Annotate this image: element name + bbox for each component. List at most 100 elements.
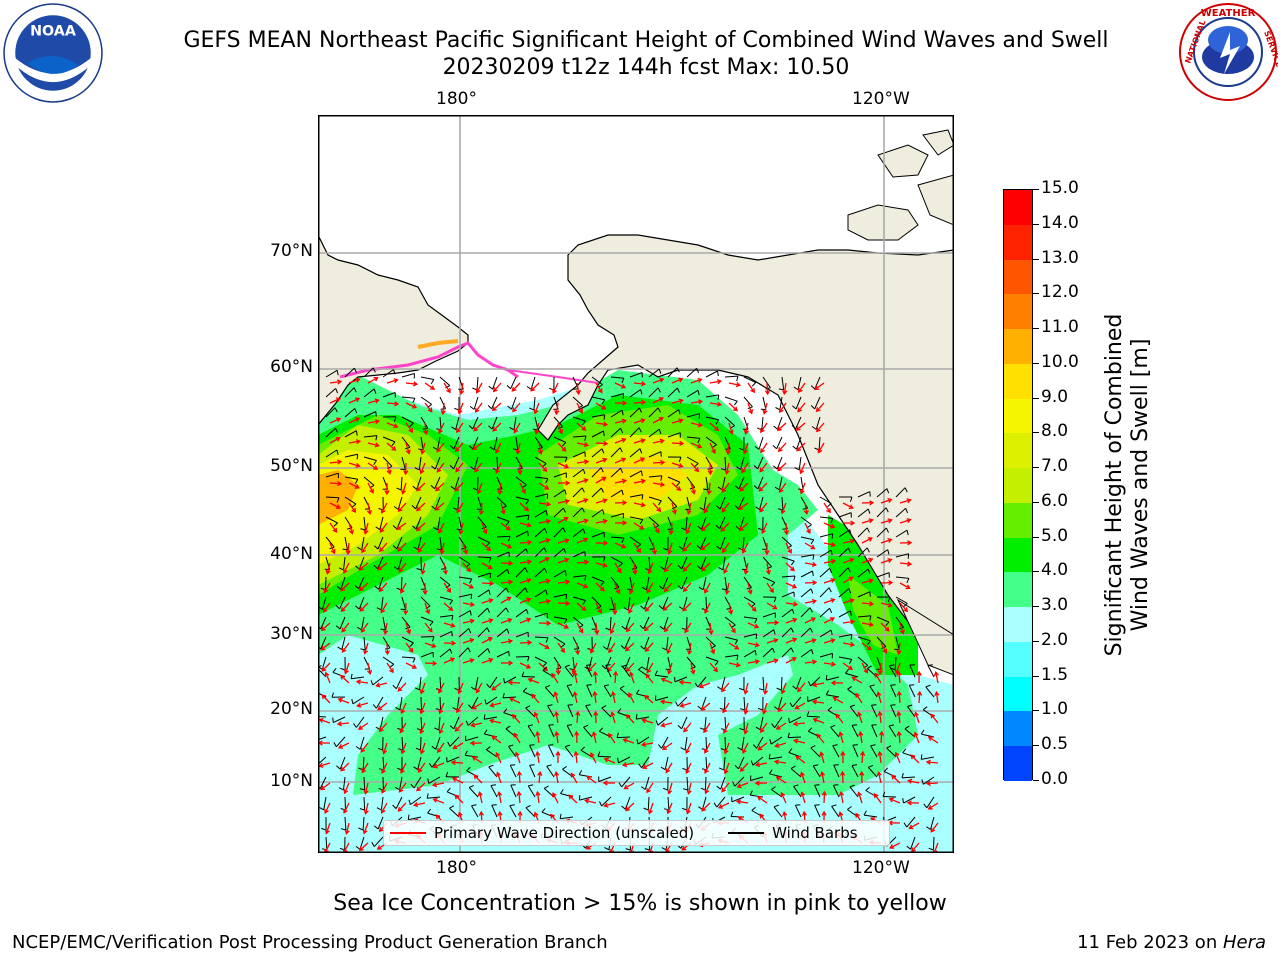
wave-direction-arrowhead (628, 671, 634, 677)
wave-direction-arrowhead (925, 759, 931, 765)
wave-direction-arrow (709, 622, 713, 634)
wind-barb (325, 496, 340, 499)
wave-direction-arrowhead (760, 428, 765, 434)
wind-barb-flag (392, 525, 398, 530)
wave-direction-arrow (861, 537, 873, 544)
wind-barb (419, 676, 422, 690)
wind-barb (806, 715, 821, 718)
wave-direction-arrow (576, 442, 588, 446)
wave-direction-arrowhead (610, 711, 616, 717)
wind-barb (648, 475, 662, 478)
wave-direction-arrow (377, 562, 388, 571)
wind-barb-flag (904, 487, 908, 493)
wave-direction-arrow (665, 762, 673, 773)
wave-direction-arrowhead (773, 759, 780, 765)
colorbar-tickmark (1033, 189, 1039, 190)
wave-direction-arrow (538, 600, 550, 604)
wave-direction-arrowhead (356, 702, 362, 708)
wave-direction-arrow (874, 673, 882, 684)
wave-direction-arrow (329, 397, 341, 404)
wind-barb-flag (791, 425, 796, 430)
wave-direction-arrow (348, 440, 361, 444)
wave-direction-arrowhead (477, 791, 483, 797)
wave-direction-arrowhead (887, 518, 893, 524)
wave-direction-arrowhead (323, 588, 329, 594)
wave-direction-arrow (462, 602, 474, 606)
wind-barb (437, 436, 441, 450)
wave-direction-arrowhead (354, 484, 361, 489)
wind-barb (344, 387, 355, 398)
lat-label-40n: 40°N (270, 544, 313, 564)
wave-direction-arrowhead (437, 748, 442, 754)
wind-barb-flag (621, 805, 626, 810)
wave-direction-arrow (758, 482, 768, 492)
wave-direction-arrowhead (830, 638, 836, 644)
wave-direction-arrowhead (811, 659, 818, 665)
wave-direction-arrowhead (855, 812, 860, 818)
wind-barb-flag (521, 671, 525, 677)
wind-barb (857, 508, 869, 518)
wave-direction-arrowhead (676, 486, 682, 492)
wind-barb (553, 436, 567, 443)
wave-direction-arrowhead (603, 802, 609, 808)
wave-direction-arrow (538, 662, 548, 671)
wind-barb-flag (602, 646, 608, 650)
wave-direction-arrow (473, 422, 483, 432)
wind-barb-flag (585, 704, 591, 707)
wave-direction-arrow (760, 422, 768, 433)
wave-direction-arrow (442, 402, 445, 414)
wind-barb-flag (336, 370, 339, 376)
wave-direction-arrowhead (887, 602, 893, 608)
wind-barb (921, 756, 935, 760)
wave-direction-arrow (930, 822, 939, 833)
wind-barb (344, 516, 353, 529)
wind-barb-flag (342, 548, 348, 551)
wave-direction-arrowhead (796, 446, 802, 452)
wind-barb-flag (430, 379, 435, 385)
wave-direction-arrowhead (405, 449, 411, 455)
wave-direction-arrowhead (873, 792, 879, 799)
wind-barb-flag (430, 485, 435, 490)
wind-barb-flag (598, 727, 604, 732)
wave-direction-arrow (380, 602, 388, 613)
wind-barb (456, 696, 460, 710)
wind-barb-flag (721, 588, 727, 591)
wave-direction-arrowhead (720, 687, 726, 693)
wind-barb-flag (376, 607, 382, 611)
wave-direction-arrowhead (574, 730, 580, 736)
wave-direction-arrowhead (583, 518, 589, 524)
wave-direction-arrowhead (609, 629, 615, 635)
wind-barb (646, 576, 650, 590)
wave-direction-arrow (329, 460, 341, 464)
wave-direction-arrowhead (496, 790, 503, 797)
wind-barb (339, 616, 346, 630)
wave-direction-arrow (857, 792, 863, 804)
wave-direction-arrow (682, 542, 692, 552)
wave-direction-arrow (519, 598, 531, 604)
wave-direction-arrowhead (457, 409, 463, 415)
wind-barb-flag (319, 806, 324, 811)
wave-direction-arrowhead (430, 385, 436, 390)
wave-direction-arrow (381, 502, 388, 514)
wave-direction-arrow (338, 698, 350, 704)
wind-barb (794, 805, 802, 818)
wave-direction-arrow (721, 682, 730, 692)
wave-direction-arrowhead (894, 751, 900, 757)
wind-barb (458, 536, 467, 549)
wind-barb (401, 596, 407, 610)
wave-direction-arrow (633, 542, 641, 553)
wind-barb (358, 596, 365, 610)
wave-direction-arrowhead (450, 657, 456, 663)
wave-direction-arrow (498, 792, 502, 804)
wind-barb-flag (697, 525, 702, 530)
wave-direction-arrow (557, 558, 569, 564)
wind-barb-flag (658, 368, 662, 374)
wave-direction-arrowhead (497, 490, 503, 496)
wave-direction-arrowhead (899, 629, 905, 635)
wave-direction-arrow (703, 502, 711, 513)
wave-direction-arrow (880, 622, 890, 632)
wind-barb (591, 509, 603, 518)
chart-title: GEFS MEAN Northeast Pacific Significant … (183, 28, 1109, 53)
wave-direction-arrowhead (622, 400, 628, 406)
wave-direction-arrowhead (868, 518, 874, 524)
